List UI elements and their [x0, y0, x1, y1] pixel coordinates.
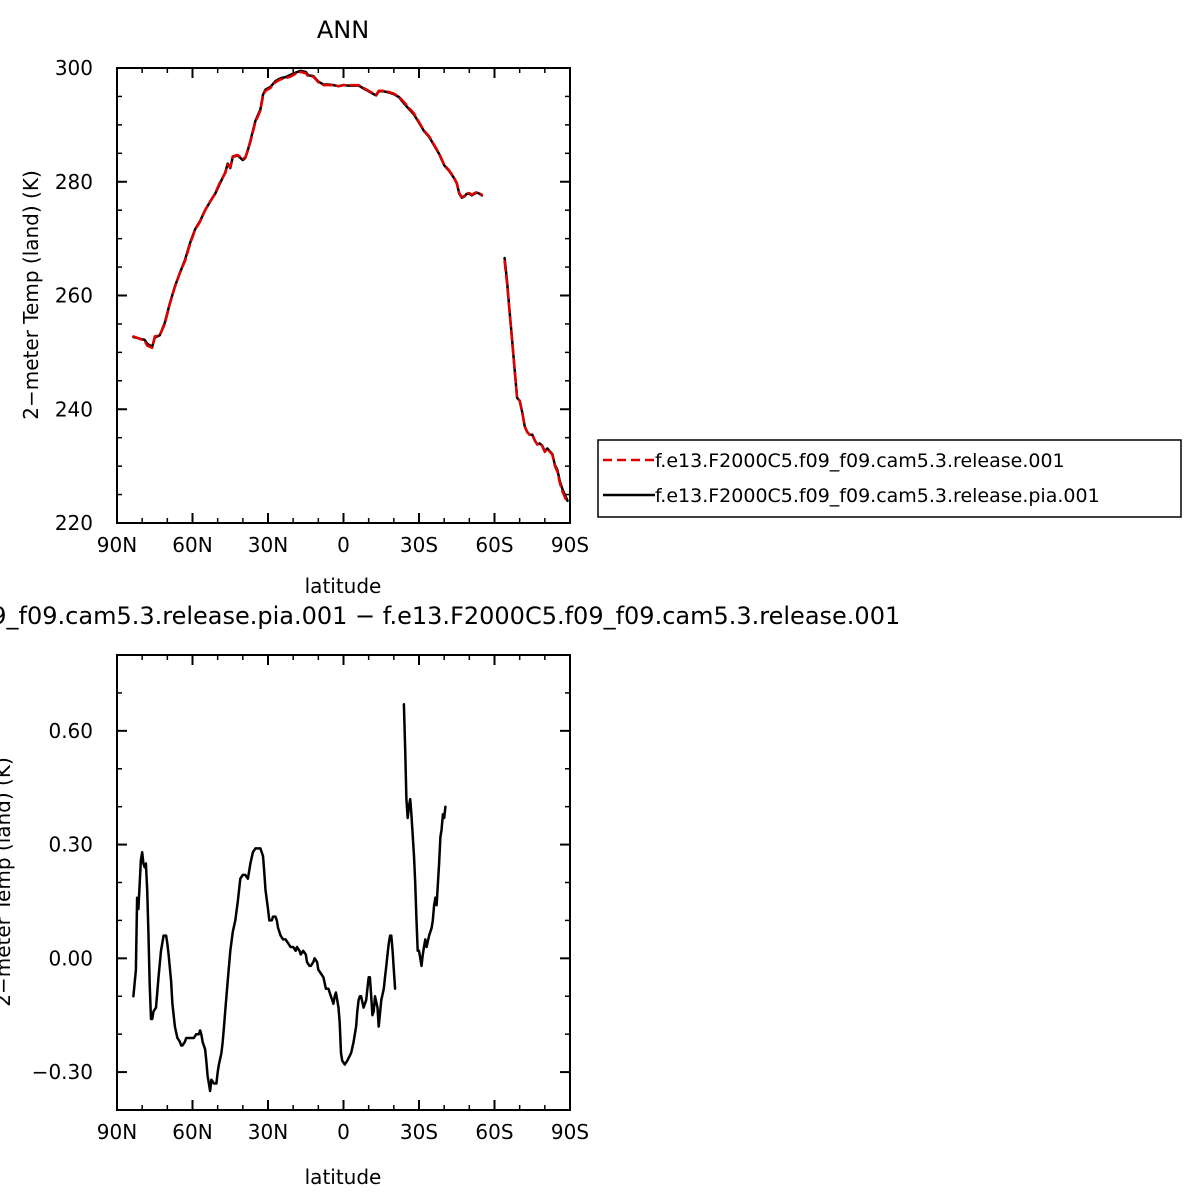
top-y-tick-label: 220: [55, 511, 93, 535]
top-x-tick-label: 60N: [172, 533, 212, 557]
bottom-chart-lines: [132, 703, 447, 1093]
legend-label-release: f.e13.F2000C5.f09_f09.cam5.3.release.001: [655, 450, 1065, 472]
bottom-y-tick-label: 0.60: [48, 719, 93, 743]
bottom-chart: f.e13.F2000C5.f09_f09.cam5.3.release.pia…: [0, 602, 900, 1189]
top-chart-lines: [132, 69, 569, 505]
bottom-x-tick-label: 30S: [400, 1120, 438, 1144]
top-chart-title: ANN: [317, 16, 369, 44]
top-x-tick-label: 0: [337, 533, 350, 557]
top-y-tick-label: 240: [55, 397, 93, 421]
top-series-0-line-segment-0: [132, 70, 484, 350]
top-series-0-line-segment-1: [503, 260, 569, 505]
legend-label-pia: f.e13.F2000C5.f09_f09.cam5.3.release.pia…: [655, 485, 1100, 507]
bottom-x-tick-label: 0: [337, 1120, 350, 1144]
top-x-tick-label: 60S: [475, 533, 513, 557]
top-x-tick-label: 30N: [248, 533, 288, 557]
bottom-chart-frame: [116, 654, 571, 1111]
bottom-x-tick-label: 90S: [551, 1120, 589, 1144]
bottom-chart-axes: 90N 60N 30N 0 30S 60S 90S 0.60 0.30 0.00 −0.30: [32, 654, 589, 1144]
bottom-x-tick-label: 90N: [97, 1120, 137, 1144]
top-series-1-line-segment-0: [132, 69, 484, 348]
bottom-chart-xlabel: latitude: [305, 1165, 382, 1189]
bottom-chart-ylabel: 2−meter Temp (land) (K): [0, 757, 15, 1007]
top-series-1-line-segment-1: [503, 256, 569, 503]
top-chart-axes: 90N 60N 30N 0 30S 60S 90S 300 280 260 240 220: [55, 56, 589, 557]
top-chart-frame: [116, 67, 571, 524]
bottom-x-tick-label: 60S: [475, 1120, 513, 1144]
top-y-tick-label: 280: [55, 170, 93, 194]
bottom-y-tick-label: 0.30: [48, 833, 93, 857]
legend: f.e13.F2000C5.f09_f09.cam5.3.release.001…: [597, 439, 1182, 518]
bottom-x-tick-label: 60N: [172, 1120, 212, 1144]
top-y-tick-label: 260: [55, 284, 93, 308]
top-chart-xlabel: latitude: [305, 574, 382, 598]
top-y-tick-label: 300: [55, 56, 93, 80]
bottom-series-0-line-segment-0: [132, 847, 397, 1093]
top-x-tick-label: 90N: [97, 533, 137, 557]
legend-box: [597, 439, 1182, 518]
top-chart: ANN 2−meter Temp (land) (K) latitude 90N…: [19, 16, 589, 598]
bottom-y-tick-label: −0.30: [32, 1060, 93, 1084]
top-x-tick-label: 90S: [551, 533, 589, 557]
bottom-y-tick-label: 0.00: [48, 946, 93, 970]
bottom-series-0-line-segment-1: [402, 703, 447, 968]
bottom-x-tick-label: 30N: [248, 1120, 288, 1144]
top-chart-ylabel: 2−meter Temp (land) (K): [19, 170, 43, 420]
bottom-chart-title: f.e13.F2000C5.f09_f09.cam5.3.release.pia…: [0, 602, 900, 630]
top-x-tick-label: 30S: [400, 533, 438, 557]
